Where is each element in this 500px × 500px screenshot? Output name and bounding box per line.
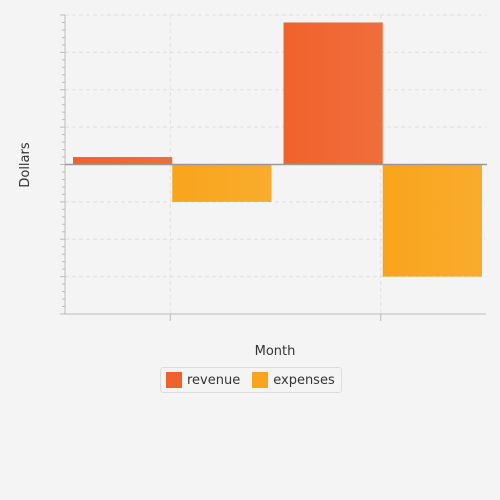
bar-expenses-1[interactable] [382, 164, 482, 277]
bar-revenue-1[interactable] [283, 22, 383, 165]
legend: revenue expenses [160, 367, 342, 393]
legend-item-expenses[interactable]: expenses [252, 372, 335, 388]
axes [60, 14, 487, 321]
legend-label-revenue: revenue [187, 372, 241, 388]
legend-item-revenue[interactable]: revenue [166, 372, 240, 388]
x-axis-title: Month [255, 344, 296, 359]
legend-swatch-expenses [252, 372, 269, 388]
bars [73, 22, 482, 277]
bar-expenses-0[interactable] [172, 164, 272, 202]
bar-revenue-0[interactable] [73, 157, 173, 165]
legend-swatch-revenue [166, 372, 182, 388]
y-axis-title: Dollars [18, 142, 33, 187]
legend-label-expenses: expenses [273, 372, 335, 388]
